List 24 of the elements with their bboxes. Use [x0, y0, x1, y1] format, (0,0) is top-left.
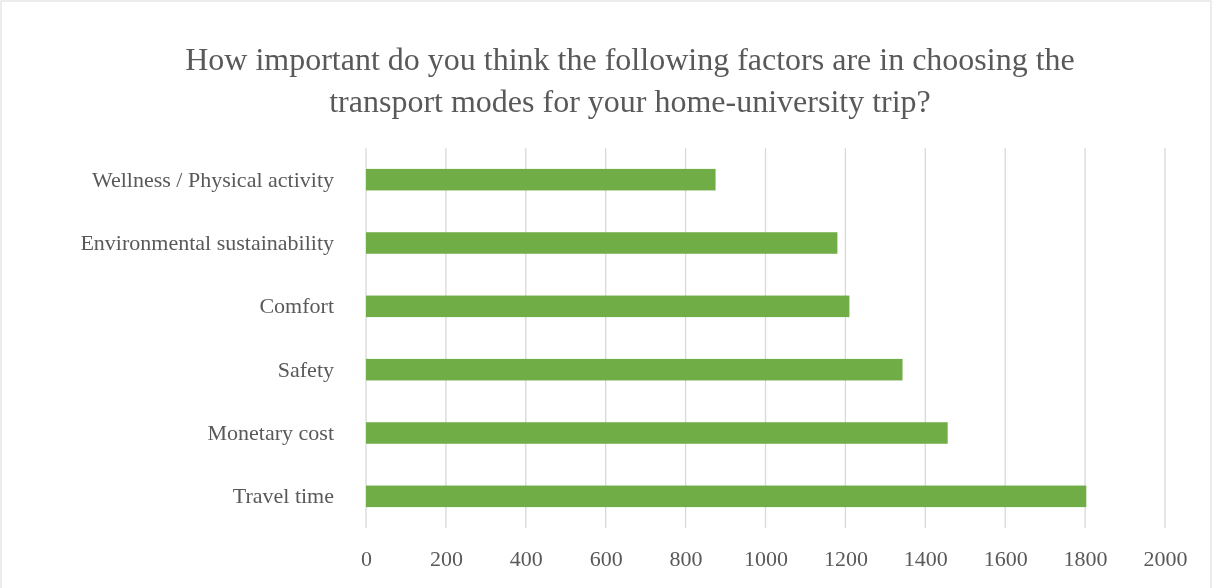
y-tick-label: Monetary cost: [207, 420, 334, 446]
x-tick-label: 1000: [744, 545, 788, 571]
chart-title: How important do you think the following factors are in choosing the transport modes for your home-university trip?: [185, 41, 1075, 119]
y-tick-label: Travel time: [232, 483, 334, 509]
y-tick-label: Environmental sustainability: [80, 230, 334, 256]
y-tick-label: Safety: [277, 356, 334, 382]
x-tick-label: 400: [509, 545, 543, 571]
bar: [366, 485, 1087, 508]
x-tick-label: 1800: [1063, 545, 1108, 571]
x-tick-label: 1200: [823, 545, 868, 571]
bar: [366, 422, 948, 444]
x-tick-label: 0: [361, 545, 372, 571]
x-tick-label: 1400: [903, 545, 948, 571]
bar: [366, 232, 838, 254]
y-tick-label: Wellness / Physical activity: [91, 166, 334, 192]
bar: [366, 168, 716, 191]
x-tick-label: 2000: [1143, 545, 1188, 571]
x-tick-label: 600: [589, 545, 623, 571]
bar: [366, 295, 850, 318]
x-tick-label: 200: [429, 545, 463, 571]
x-tick-label: 1600: [983, 545, 1028, 571]
x-tick-label: 800: [669, 545, 703, 571]
bar: [366, 358, 903, 381]
y-tick-label: Comfort: [259, 293, 334, 319]
